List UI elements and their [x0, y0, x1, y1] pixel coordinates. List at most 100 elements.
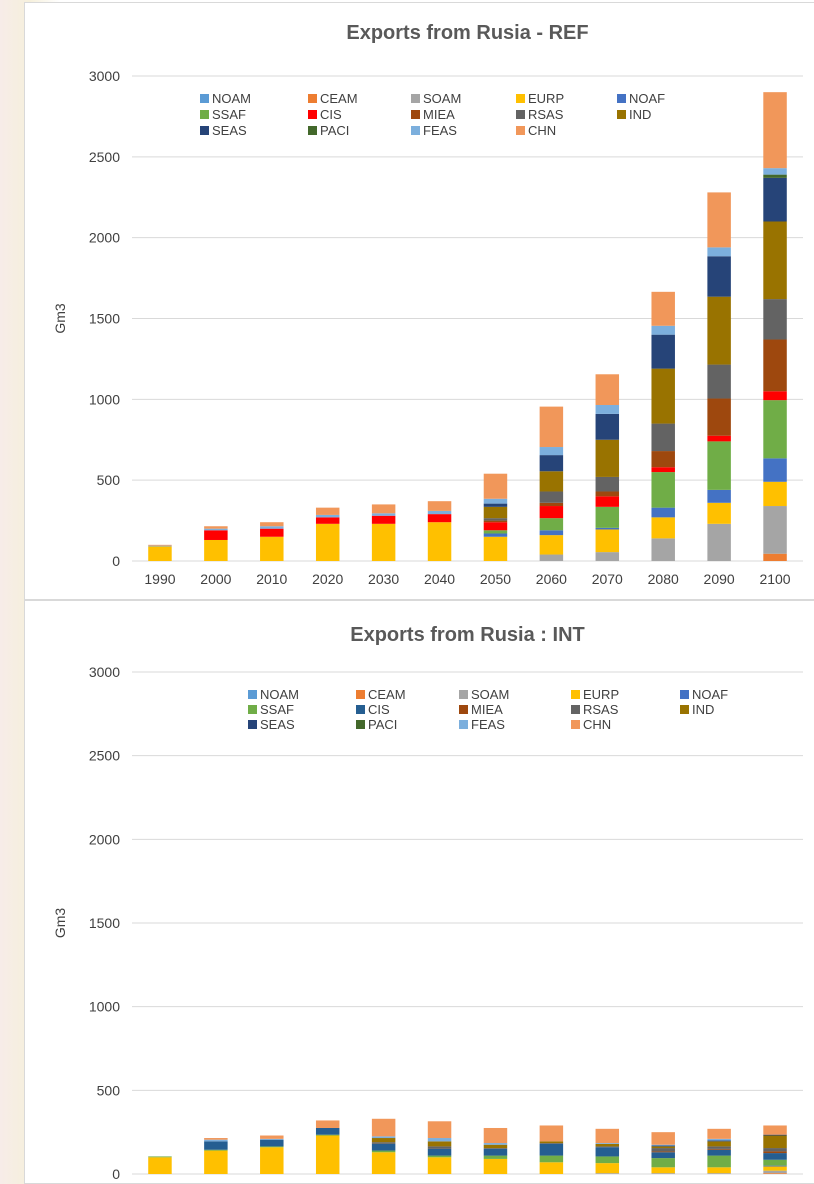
legend-swatch [248, 720, 257, 729]
legend-label: CIS [320, 107, 342, 122]
bar-segment-miea-2100 [763, 1151, 787, 1154]
bar-segment-seas-2100 [763, 177, 787, 222]
bar-segment-soam-2090 [707, 523, 731, 561]
legend-swatch [516, 126, 525, 135]
bar-segment-chn-2040 [427, 501, 452, 511]
legend-swatch [356, 705, 365, 714]
y-tick-label: 3000 [89, 68, 120, 84]
legend-label: SEAS [212, 123, 247, 138]
bar-segment-ceam-2100 [763, 553, 787, 561]
bar-segment-chn-2000 [204, 1138, 228, 1140]
bar-segment-miea-2060 [539, 502, 564, 507]
legend-label: CIS [368, 702, 390, 717]
bar-segment-eurp-2030 [371, 523, 396, 561]
bar-segment-ssaf-2080 [651, 472, 675, 508]
y-tick-label: 1000 [89, 391, 120, 407]
bar-segment-soam-2080 [651, 538, 675, 561]
bar-segment-soam-2100 [763, 1170, 787, 1174]
y-tick-label: 1500 [89, 915, 120, 931]
legend-swatch [617, 110, 626, 119]
legend-label: CHN [528, 123, 556, 138]
bar-segment-ssaf-2070 [595, 506, 620, 528]
bar-segment-feas-2090 [707, 247, 731, 257]
bar-segment-ssaf-2090 [707, 1155, 731, 1168]
bar-segment-seas-2090 [707, 256, 731, 297]
legend-item-seas: SEAS [248, 717, 295, 732]
bar-segment-cis-2020 [315, 1127, 340, 1135]
bar-segment-chn-2050 [483, 473, 508, 499]
bar-segment-eurp-1990 [148, 546, 172, 561]
bar-segment-rsas-2090 [707, 364, 731, 399]
legend-swatch [200, 110, 209, 119]
bar-segment-feas-2030 [371, 1136, 396, 1139]
bar-segment-feas-2060 [539, 447, 564, 456]
bar-segment-miea-2080 [651, 1151, 675, 1153]
legend-label: NOAF [629, 91, 665, 106]
y-tick-label: 2500 [89, 748, 120, 764]
legend-item-cis: CIS [356, 702, 390, 717]
legend-item-noam: NOAM [200, 91, 251, 106]
bar-segment-ssaf-2060 [539, 518, 564, 531]
bar-segment-chn-2060 [539, 406, 564, 448]
legend-item-noam: NOAM [248, 687, 299, 702]
bar-segment-eurp-2070 [595, 1163, 620, 1174]
bar-segment-miea-2090 [707, 1148, 731, 1150]
bar-segment-feas-2040 [427, 1138, 452, 1142]
bar-segment-ssaf-2080 [651, 1158, 675, 1168]
legend-label: PACI [320, 123, 349, 138]
bar-segment-eurp-2090 [707, 502, 731, 524]
bar-segment-noaf-2100 [763, 1165, 787, 1167]
x-tick-label: 2100 [759, 571, 790, 587]
bar-segment-miea-2090 [707, 398, 731, 436]
bar-segment-rsas-2100 [763, 1148, 787, 1152]
bar-segment-chn-2090 [707, 1128, 731, 1139]
bar-segment-eurp-2000 [204, 1150, 228, 1174]
bar-segment-seas-2080 [651, 1145, 675, 1147]
legend-label: FEAS [423, 123, 457, 138]
stacked-bar-chart-ref: Exports from Rusia - REF 0 500 1000 1500 2000… [52, 22, 803, 587]
legend-item-feas: FEAS [411, 123, 457, 138]
bar-segment-cis-2070 [595, 496, 620, 507]
legend-label: SOAM [423, 91, 461, 106]
bar-segment-feas-2040 [427, 510, 452, 515]
legend-label: RSAS [528, 107, 564, 122]
legend-item-miea: MIEA [411, 107, 455, 122]
bar-segment-seas-2070 [595, 413, 620, 440]
bar-segment-ssaf-1990 [148, 1156, 172, 1158]
legend-label: SOAM [471, 687, 509, 702]
bar-segment-eurp-2040 [427, 1157, 452, 1174]
bar-segment-rsas-2100 [763, 299, 787, 340]
bar-segment-cis-2000 [204, 1141, 228, 1150]
bar-segment-cis-2050 [483, 1148, 508, 1156]
bar-segment-ind-2090 [707, 1141, 731, 1147]
x-tick-label: 2010 [256, 571, 287, 587]
bar-segment-ind-2100 [763, 221, 787, 300]
bar-segment-chn-1990 [148, 544, 172, 546]
legend-label: SSAF [260, 702, 294, 717]
bar-segment-feas-2070 [595, 404, 620, 414]
legend-label: MIEA [423, 107, 455, 122]
bar-segment-ind-2080 [651, 368, 675, 424]
bar-segment-ind-2050 [483, 1144, 508, 1149]
bar-segment-feas-2080 [651, 325, 675, 335]
bar-segment-noaf-2060 [539, 530, 564, 536]
bar-segment-soam-2080 [651, 1173, 675, 1174]
bar-segment-chn-2010 [260, 522, 284, 527]
bar-segment-chn-2070 [595, 374, 620, 405]
x-tick-label: 2000 [200, 571, 231, 587]
legend-swatch [356, 690, 365, 699]
bar-segment-eurp-2090 [707, 1167, 731, 1174]
legend-label: NOAF [692, 687, 728, 702]
legend-item-rsas: RSAS [516, 107, 564, 122]
legend-item-eurp: EURP [516, 91, 564, 106]
y-tick-label: 0 [112, 1166, 120, 1182]
bar-segment-ind-2070 [595, 439, 620, 477]
bar-segment-feas-2100 [763, 168, 787, 175]
stacked-bar-chart-int: Exports from Rusia : INT 0 500 1000 1500 2000… [52, 624, 803, 1182]
bar-segment-noaf-2080 [651, 507, 675, 518]
x-tick-label: 2080 [648, 571, 679, 587]
bar-segment-rsas-2030 [371, 1142, 396, 1144]
bar-segment-chn-2030 [371, 1118, 396, 1137]
legend-swatch [571, 720, 580, 729]
bar-segment-cis-2060 [539, 1143, 564, 1156]
